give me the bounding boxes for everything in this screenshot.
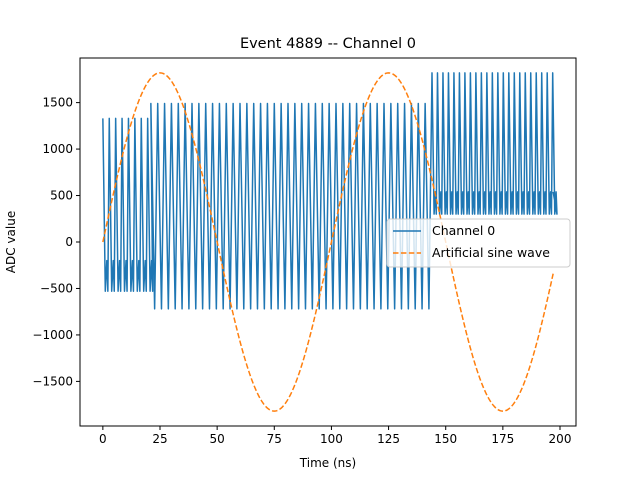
- x-tick-label: 200: [549, 432, 572, 446]
- x-tick-label: 150: [434, 432, 457, 446]
- x-axis: 0 25 50 75 100 125 150 175 200: [99, 426, 571, 446]
- x-tick-label: 50: [210, 432, 225, 446]
- x-tick-label: 75: [267, 432, 282, 446]
- legend-label-artificial-sine: Artificial sine wave: [432, 245, 550, 260]
- series-line-artificial-sine: [102, 72, 554, 412]
- x-tick-label: 0: [99, 432, 107, 446]
- y-tick-label: −500: [40, 281, 73, 295]
- y-tick-label: −1500: [32, 374, 73, 388]
- y-tick-label: 1000: [42, 142, 73, 156]
- y-tick-label: −1000: [32, 328, 73, 342]
- legend-label-channel-0: Channel 0: [432, 223, 495, 238]
- x-tick-label: 125: [377, 432, 400, 446]
- x-tick-label: 175: [491, 432, 514, 446]
- x-axis-title: Time (ns): [299, 456, 356, 470]
- y-tick-label: 500: [50, 189, 73, 203]
- series-line-channel-0: [102, 72, 558, 310]
- x-tick-label: 25: [152, 432, 167, 446]
- legend: Channel 0 Artificial sine wave: [386, 218, 571, 268]
- y-axis-title: ADC value: [4, 211, 18, 273]
- chart-title: Event 4889 -- Channel 0: [240, 36, 416, 52]
- legend-box: [386, 218, 571, 268]
- y-axis: −1500 −1000 −500 0 500 1000 1500: [32, 96, 80, 388]
- y-tick-label: 0: [65, 235, 73, 249]
- y-tick-label: 1500: [42, 96, 73, 110]
- plot-area: [102, 72, 558, 412]
- x-tick-label: 100: [320, 432, 343, 446]
